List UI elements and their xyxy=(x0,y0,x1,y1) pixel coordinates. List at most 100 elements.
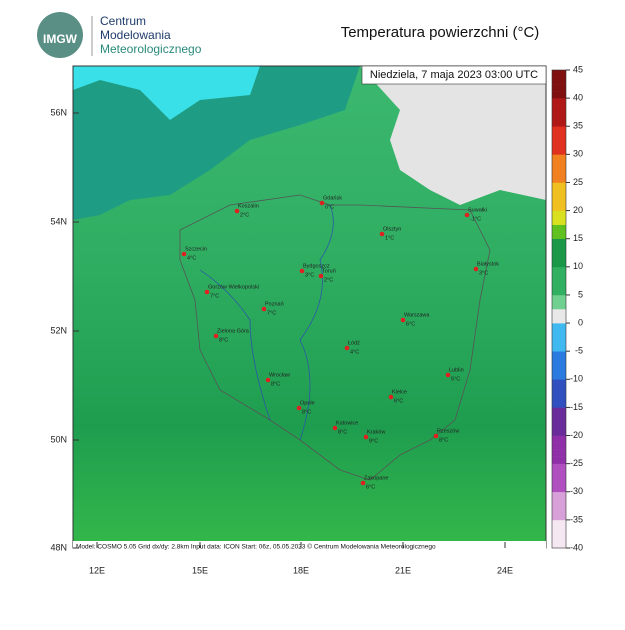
colorbar-label: 0 xyxy=(578,317,583,327)
city-dot xyxy=(296,405,302,411)
city-temp: 3°C xyxy=(305,272,314,278)
lon-label: 21E xyxy=(395,565,411,575)
city-temp: 7°C xyxy=(267,310,276,316)
logo xyxy=(37,12,83,58)
colorbar-label: 15 xyxy=(573,233,583,243)
map-area: Niedziela, 7 maja 2023 03:00 UTC Model: … xyxy=(72,65,547,551)
colorbar-cell xyxy=(552,484,566,493)
city-name: Bydgoszcz xyxy=(303,263,330,269)
city-dot xyxy=(360,480,366,486)
city-temp: 8°C xyxy=(271,381,280,387)
city-temp: 2°C xyxy=(324,277,333,283)
colorbar-cell xyxy=(552,323,566,331)
colorbar-cell xyxy=(552,365,566,373)
colorbar-cell xyxy=(552,351,566,359)
colorbar-cell xyxy=(552,210,566,218)
colorbar-cell xyxy=(552,231,566,240)
city-dot xyxy=(388,394,394,400)
city-name: Lublin xyxy=(449,367,464,373)
city-name: Rzeszów xyxy=(437,428,459,434)
border xyxy=(179,194,491,481)
colorbar-label: -5 xyxy=(575,346,583,356)
colorbar-label: -25 xyxy=(570,458,583,468)
colorbar-cell xyxy=(552,456,566,464)
colorbar-cell xyxy=(552,252,566,261)
colorbar-cell xyxy=(552,428,566,436)
river xyxy=(299,204,334,441)
colorbar-label: 35 xyxy=(573,121,583,131)
colorbar-label: -15 xyxy=(570,402,583,412)
colorbar-cell xyxy=(552,491,566,500)
colorbar-cell xyxy=(552,477,566,486)
city-name: Warszawa xyxy=(404,312,430,318)
colorbar-cell xyxy=(552,449,566,457)
colorbar-cell xyxy=(552,126,566,134)
city-name: Katowice xyxy=(336,420,358,426)
city-dot xyxy=(234,208,240,214)
colorbar-cell xyxy=(552,259,566,268)
city-dot xyxy=(344,345,350,351)
colorbar-cell xyxy=(552,112,566,120)
city-temp: 7°C xyxy=(210,293,219,299)
sea xyxy=(73,66,360,220)
colorbar-label: -10 xyxy=(570,374,583,384)
colorbar-cell xyxy=(552,161,566,169)
colorbar-cell xyxy=(552,175,566,183)
city-dot xyxy=(473,266,479,272)
city-temp: 3°C xyxy=(479,270,488,276)
colorbar-label: -30 xyxy=(570,486,583,496)
colorbar-cell xyxy=(552,400,566,408)
colorbar-cell xyxy=(552,372,566,380)
colorbar-cell xyxy=(552,140,566,148)
city-dot xyxy=(332,425,338,431)
colorbar-label: 40 xyxy=(573,92,583,102)
city-name: Zielona Góra xyxy=(217,328,250,334)
colorbar-cell xyxy=(552,533,566,542)
colorbar-cell xyxy=(552,505,566,514)
colorbar: 45 40 35 30 25 20 15 10 5 0 -5 -10 -15 -20 -25 -30 -35 -4… xyxy=(551,64,583,552)
city-name: Wrocław xyxy=(269,372,290,378)
cold-area xyxy=(360,66,546,205)
colorbar-cell xyxy=(552,196,566,204)
colorbar-cell xyxy=(552,435,566,443)
city-temp: 9°C xyxy=(369,438,378,444)
city-name: Suwałki xyxy=(468,207,487,213)
colorbar-cell xyxy=(552,386,566,394)
city-name: Opole xyxy=(300,400,315,406)
colorbar-cell xyxy=(552,316,566,324)
colorbar-cell xyxy=(552,224,566,232)
colorbar-cell xyxy=(552,287,566,296)
city-dot xyxy=(318,273,324,279)
city-temp: 6°C xyxy=(406,321,415,327)
colorbar-cell xyxy=(552,512,566,521)
org-line: Modelowania xyxy=(100,28,171,42)
city-temp: 8°C xyxy=(302,409,311,415)
city-dot xyxy=(464,212,470,218)
colorbar-cell xyxy=(552,77,566,85)
city-temp: 1°C xyxy=(385,235,394,241)
colorbar-cell xyxy=(552,442,566,450)
colorbar-label: -20 xyxy=(570,430,583,440)
colorbar-label: 5 xyxy=(578,289,583,299)
colorbar-label: 10 xyxy=(573,261,583,271)
city-name: Kraków xyxy=(367,429,385,435)
lat-label: 48N xyxy=(50,542,67,552)
city-temp: 6°C xyxy=(394,398,403,404)
lon-label: 24E xyxy=(497,565,513,575)
lon-label: 12E xyxy=(89,565,105,575)
city-name: Gdańsk xyxy=(323,195,342,201)
city-temp: 8°C xyxy=(439,437,448,443)
colorbar-cell xyxy=(552,189,566,197)
city-name: Białystok xyxy=(477,261,499,267)
logo-text: IMGW xyxy=(43,32,78,46)
colorbar-frame xyxy=(551,69,567,549)
colorbar-cell xyxy=(552,301,566,310)
city-dot xyxy=(204,289,210,295)
colorbar-cell xyxy=(552,168,566,176)
colorbar-cell xyxy=(552,407,566,415)
timestamp-box xyxy=(361,65,547,85)
colorbar-label: 25 xyxy=(573,177,583,187)
colorbar-cell xyxy=(552,294,566,303)
org-line: Centrum xyxy=(100,14,146,28)
